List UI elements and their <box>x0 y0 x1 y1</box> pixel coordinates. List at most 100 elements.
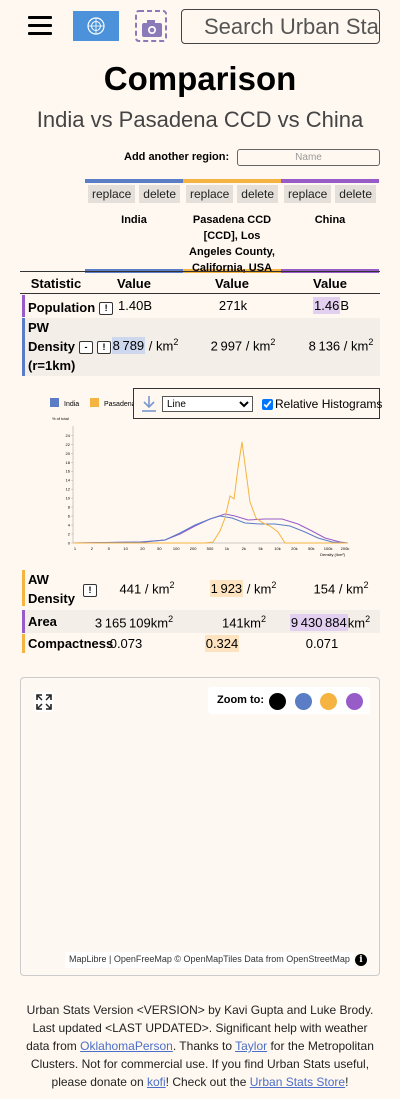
y-axis-label: % of total <box>52 416 69 421</box>
india-series-line <box>72 515 349 544</box>
replace-button[interactable]: replace <box>88 185 136 203</box>
map-attribution: MapLibre | OpenFreeMap © OpenMapTiles Da… <box>65 952 354 968</box>
x-tick-label: 500 <box>207 546 214 551</box>
pasadena-series-line <box>73 441 348 544</box>
openstreetmap-link[interactable]: OpenStreetMap <box>286 954 350 964</box>
x-tick-label: 5 <box>108 546 111 551</box>
zoom-pasadena-button[interactable] <box>320 693 337 710</box>
search-input[interactable] <box>181 9 380 44</box>
delete-button[interactable]: delete <box>237 185 278 203</box>
delete-button[interactable]: delete <box>335 185 376 203</box>
x-tick-label: 1 <box>74 546 77 551</box>
table-cell: 9 430 884km2 <box>289 614 371 632</box>
region-name[interactable]: China <box>314 214 346 226</box>
density-histogram: India Pasadena CCD % of total 0246810121… <box>50 398 350 557</box>
replace-button[interactable]: replace <box>284 185 332 203</box>
table-cell: 441 / km2 <box>119 580 175 597</box>
screenshot-camera-icon[interactable] <box>134 9 168 43</box>
relative-histograms-toggle[interactable]: Relative Histograms <box>262 397 382 411</box>
x-tick-label: 50k <box>308 546 314 551</box>
table-cell: 1.40B <box>118 298 152 313</box>
row-color-bar <box>22 318 25 376</box>
region-name[interactable]: Pasadena CCD [CCD], Los Angeles County, … <box>189 214 275 274</box>
x-tick-label: 1k <box>225 546 229 551</box>
header-divider <box>20 271 380 272</box>
zoom-china-button[interactable] <box>346 693 363 710</box>
stat-detail-button[interactable]: ! <box>96 341 111 355</box>
stat-area[interactable]: Area <box>28 614 57 629</box>
page-title: Comparison <box>103 60 297 97</box>
y-tick-label: 18 <box>66 460 71 465</box>
y-tick-label: 0 <box>68 541 71 546</box>
fullscreen-icon <box>36 694 52 710</box>
table-cell: 1 923 / km2 <box>209 580 277 598</box>
footer: Urban Stats Version <VERSION> by Kavi Gu… <box>26 1003 374 1089</box>
un-flag-icon[interactable] <box>73 11 119 41</box>
info-icon[interactable]: i <box>355 954 367 966</box>
x-tick-label: 2 <box>91 546 94 551</box>
y-tick-label: 12 <box>66 487 71 492</box>
table-cell: 8 136 / km2 <box>308 337 374 354</box>
openmaptiles-link[interactable]: © OpenMapTiles <box>174 954 242 964</box>
x-tick-label: 5k <box>259 546 263 551</box>
region-column-pasadena: replace delete Pasadena CCD [CCD], Los A… <box>183 179 281 274</box>
stat-population[interactable]: Population! <box>28 298 114 317</box>
table-cell: 8 789 / km2 <box>111 337 179 355</box>
menu-line <box>28 16 52 19</box>
stat-aw-density[interactable]: AW Density! <box>28 570 97 608</box>
value-header: Value <box>313 276 347 291</box>
legend-swatch-india <box>50 398 59 407</box>
add-region-label: Add another region: <box>124 151 230 163</box>
legend-swatch-pasadena <box>90 398 99 407</box>
y-tick-label: 14 <box>66 478 71 483</box>
x-axis-label: Density (/km²) <box>320 552 346 557</box>
table-cell: 8 789271k <box>218 298 248 313</box>
maplibre-link[interactable]: MapLibre <box>69 954 107 964</box>
region-map[interactable]: Zoom to: MapLibre | OpenFreeMap © OpenMa… <box>20 677 380 976</box>
openfreemap-link[interactable]: OpenFreeMap <box>113 954 172 964</box>
x-tick-label: 50 <box>157 546 162 551</box>
stat-pw-density[interactable]: PW Density -! (r=1km) <box>28 318 111 375</box>
menu-button[interactable] <box>28 16 52 36</box>
row-color-bar <box>22 570 25 606</box>
legend-india: India <box>64 401 79 408</box>
x-tick-label: 10k <box>274 546 280 551</box>
store-link[interactable]: Urban Stats Store <box>249 1075 346 1089</box>
add-region-input[interactable] <box>237 149 380 166</box>
region-column-india: replace delete India <box>85 179 183 273</box>
kofi-link[interactable]: kofi <box>146 1075 166 1089</box>
histogram-mode-select[interactable]: Line Bar <box>162 396 253 412</box>
x-tick-label: 2k <box>242 546 246 551</box>
zoom-all-button[interactable] <box>269 693 286 710</box>
page-subtitle: India vs Pasadena CCD vs China <box>36 107 364 132</box>
row-color-bar <box>22 610 25 633</box>
region-name[interactable]: India <box>121 214 147 226</box>
histogram-controls: Line Bar Relative Histograms <box>133 388 382 419</box>
x-tick-label: 200 <box>190 546 197 551</box>
taylor-link[interactable]: Taylor <box>235 1039 268 1053</box>
stat-detail-button[interactable]: ! <box>99 302 114 316</box>
download-icon[interactable] <box>140 394 158 414</box>
menu-line <box>28 32 52 35</box>
value-header: Value <box>215 276 249 291</box>
stat-detail-button[interactable]: ! <box>82 584 97 598</box>
zoom-to-label: Zoom to: <box>217 694 265 706</box>
relative-histograms-checkbox[interactable] <box>262 398 273 410</box>
y-tick-label: 16 <box>66 469 71 474</box>
stat-collapse-button[interactable]: - <box>78 341 93 355</box>
table-cell: 3 165 109km2 <box>94 614 174 631</box>
replace-button[interactable]: replace <box>186 185 234 203</box>
table-cell: 1.46B <box>313 297 349 314</box>
oklahomaperson-link[interactable]: OklahomaPerson <box>80 1039 173 1053</box>
y-tick-label: 10 <box>66 496 71 501</box>
delete-button[interactable]: delete <box>139 185 180 203</box>
x-tick-label: 200k <box>341 546 350 551</box>
y-tick-label: 24 <box>66 433 71 438</box>
fullscreen-button[interactable] <box>34 692 54 712</box>
zoom-india-button[interactable] <box>295 693 312 710</box>
x-tick-label: 100 <box>173 546 180 551</box>
statistic-header: Statistic <box>30 276 82 291</box>
y-tick-label: 20 <box>66 451 71 456</box>
stat-compactness[interactable]: Compactness <box>28 636 114 651</box>
table-cell: 2 997 / km2 <box>210 337 276 354</box>
